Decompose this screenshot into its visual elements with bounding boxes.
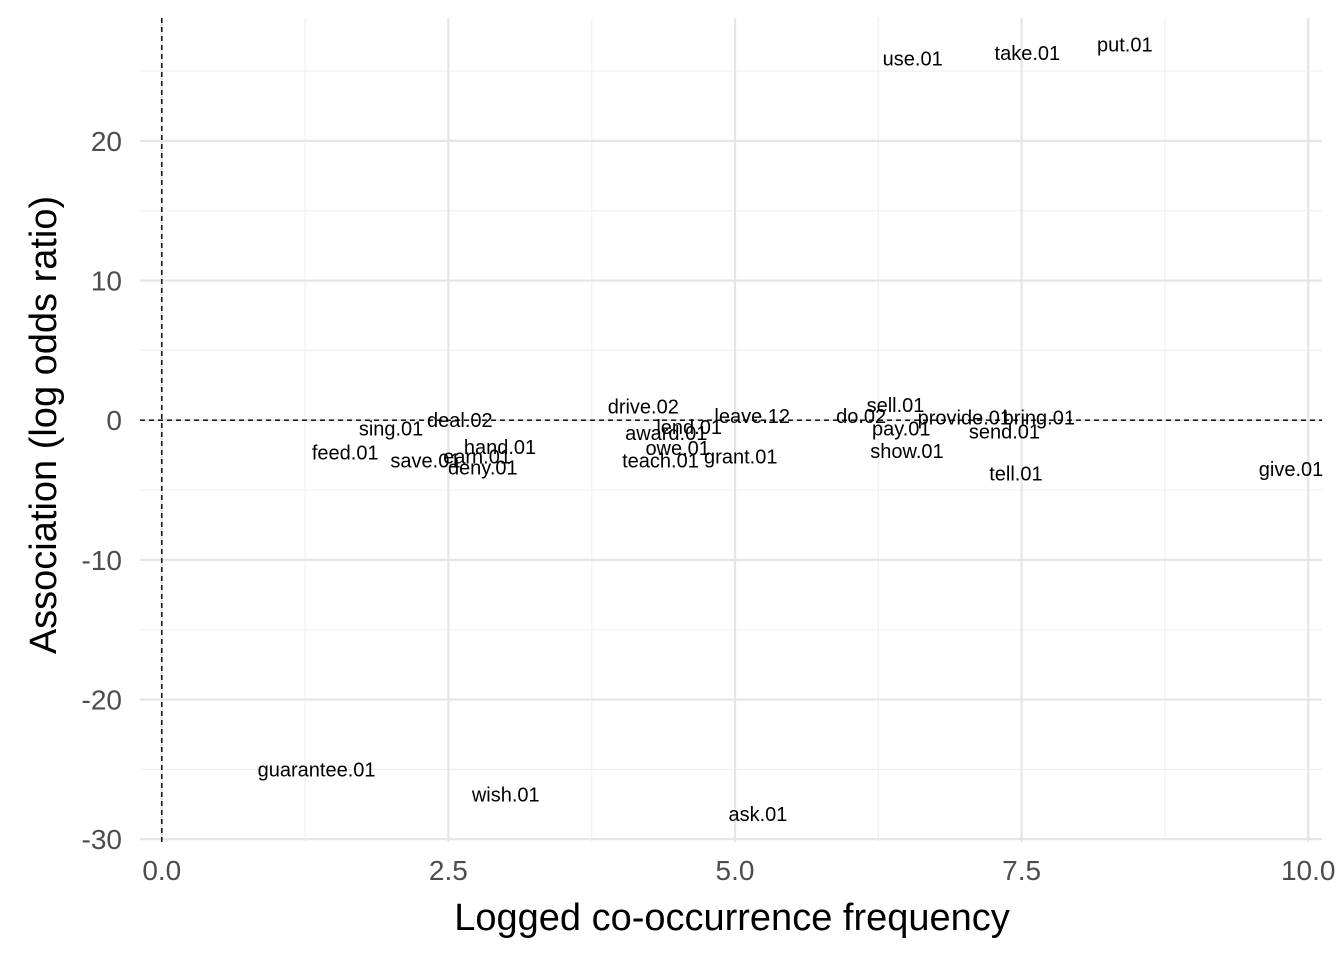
point-label: hand.01 [464,437,536,459]
point-label: ask.01 [728,804,787,826]
x-tick-label: 5.0 [716,855,755,886]
point-label: grant.01 [704,447,777,469]
x-axis-title: Logged co-occurrence frequency [454,897,1010,939]
y-tick-label: 10 [91,266,122,297]
point-label: leave.12 [714,406,790,428]
point-label: owe.01 [645,438,710,460]
x-tick-label: 7.5 [1002,855,1041,886]
point-label: do.02 [836,406,886,428]
point-label: drive.02 [608,396,679,418]
y-tick-label: -20 [82,685,122,716]
point-label: save.01 [390,451,460,473]
x-tick-label: 2.5 [429,855,468,886]
x-tick-label: 10.0 [1281,855,1336,886]
y-axis-title: Association (log odds ratio) [23,196,65,654]
y-tick-label: -30 [82,824,122,855]
point-label: guarantee.01 [258,759,376,781]
point-label: tell.01 [989,463,1042,485]
point-label: lend.01 [656,417,722,439]
point-label: sell.01 [867,395,925,417]
point-label: sing.01 [359,419,424,441]
point-label: show.01 [870,441,943,463]
point-label: deal.02 [427,410,493,432]
y-tick-label: -10 [82,545,122,576]
y-tick-label: 20 [91,126,122,157]
point-label: feed.01 [312,442,379,464]
reference-lines [140,18,1322,842]
y-tick-label: 0 [106,405,122,436]
point-label: take.01 [995,43,1061,65]
point-label: wish.01 [471,785,540,807]
point-label: deny.01 [448,458,518,480]
point-labels: put.01 take.01 use.01 give.01 bring.01provid… [258,35,1324,827]
point-label: pay.01 [872,419,931,441]
point-label: give.01 [1259,459,1324,481]
point-label: send.01 [969,421,1040,443]
point-label: provide.01 [918,407,1011,429]
grid [140,18,1322,842]
x-tick-label: 0.0 [142,855,181,886]
tick-labels: 0.0 2.5 5.0 7.5 10.0 -30 -20 -10 0 10 20 [82,126,1336,886]
point-label: teach.01 [622,451,699,473]
point-label: earn.01 [443,447,511,469]
point-label: bring.01 [1003,407,1075,429]
point-label: award.01 [625,423,707,445]
point-label: use.01 [883,49,943,71]
point-label: put.01 [1097,35,1153,57]
